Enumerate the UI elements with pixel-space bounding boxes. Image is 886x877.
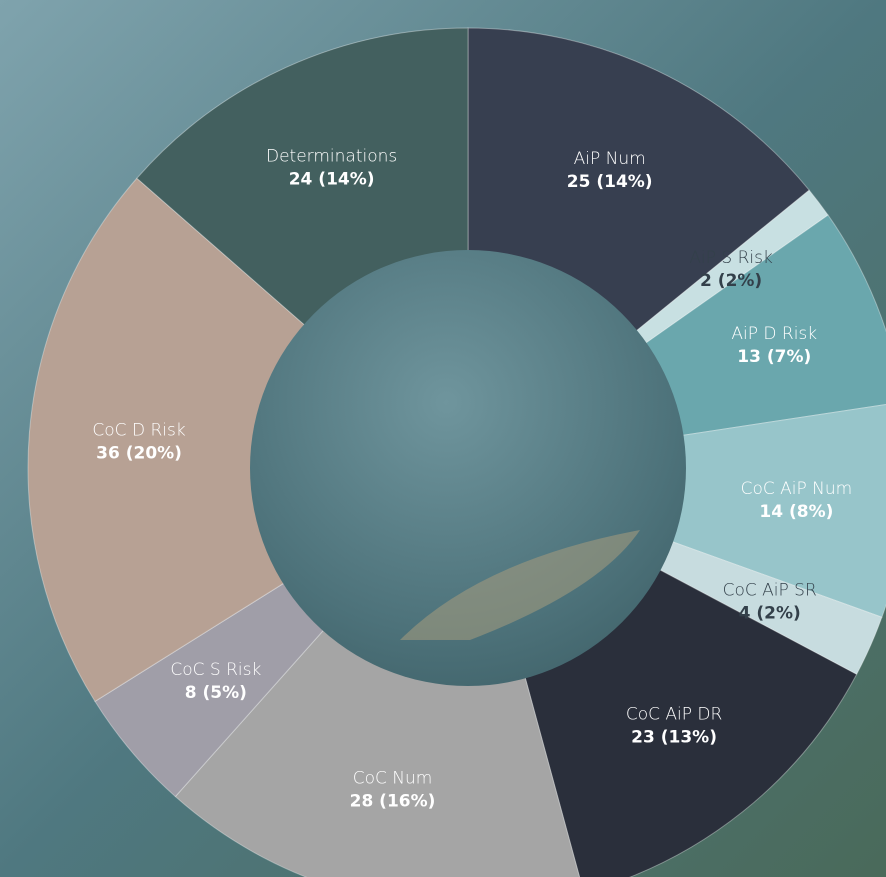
value-label: 8 (5%) [185,683,247,703]
value-label: 28 (16%) [350,791,436,811]
value-label: 36 (20%) [96,444,182,464]
slice-label: CoC AiP DR [626,705,722,725]
value-label: 4 (2%) [739,604,801,624]
slice-label: CoC D Risk [92,421,185,441]
sandbar [400,530,640,640]
slice-label: AiP Num [574,149,646,169]
slice [27,177,469,703]
value-label: 2 (2%) [700,271,762,291]
slice-label: AiP D Risk [731,324,817,344]
slice-label: AiP S Risk [689,248,773,268]
value-label: 23 (13%) [631,728,717,748]
value-label: 13 (7%) [737,347,811,367]
value-label: 24 (14%) [289,169,375,189]
value-label: 25 (14%) [567,172,653,192]
slice-label: CoC Num [353,768,433,788]
slice-label: CoC S Risk [170,660,261,680]
slice-label: CoC AiP Num [741,479,853,499]
value-label: 14 (8%) [759,502,833,522]
slice-label: Determinations [266,146,397,166]
slice-label: CoC AiP SR [723,581,817,601]
